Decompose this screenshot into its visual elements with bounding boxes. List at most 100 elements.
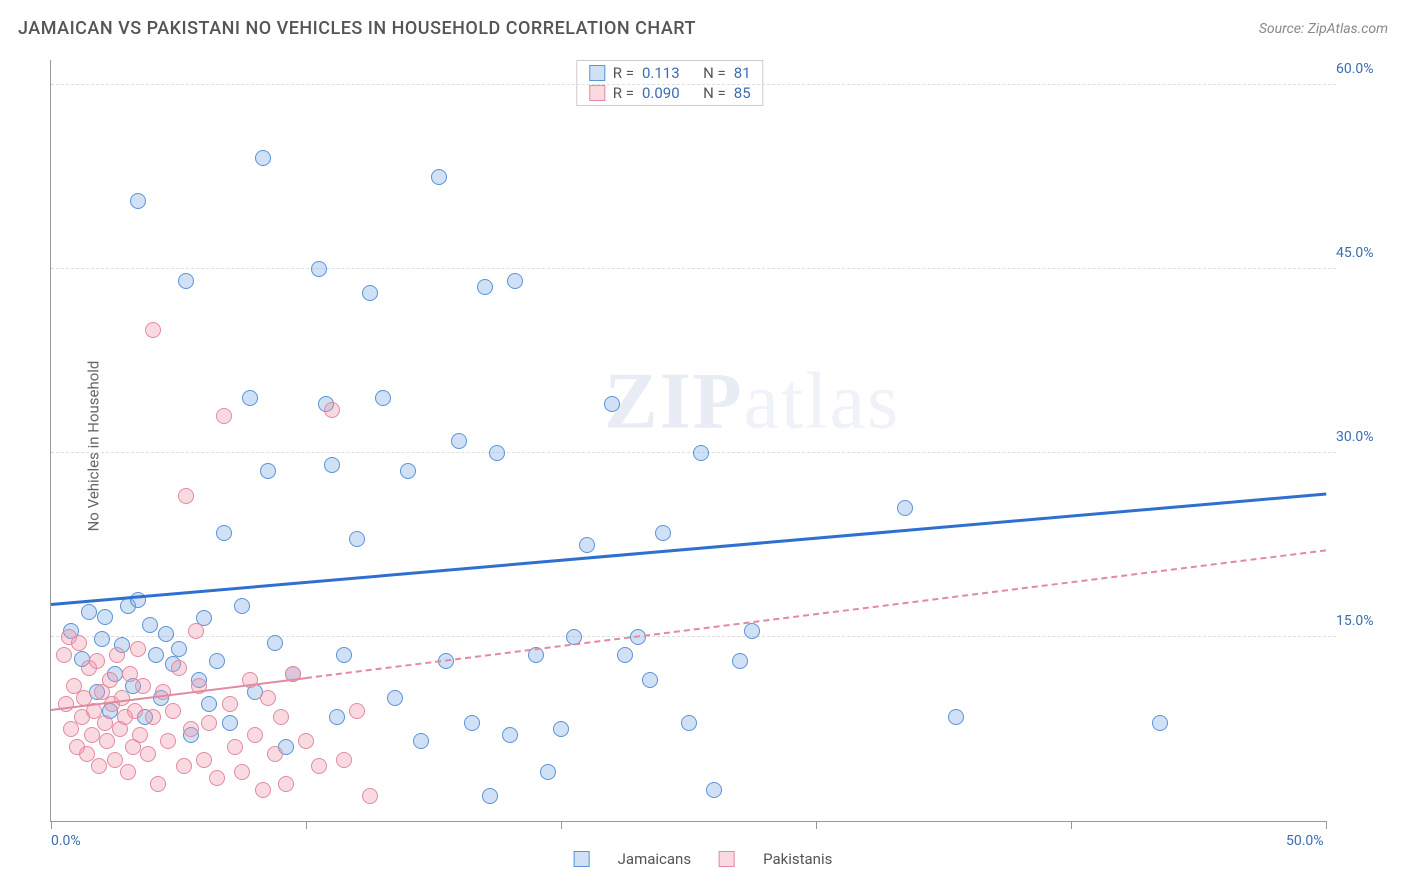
data-point bbox=[234, 598, 250, 614]
data-point bbox=[127, 703, 143, 719]
stat-n-label: N = bbox=[703, 84, 726, 102]
data-point bbox=[132, 727, 148, 743]
legend-label-2: Pakistanis bbox=[763, 850, 832, 868]
data-point bbox=[617, 647, 633, 663]
trend-line bbox=[51, 493, 1326, 606]
data-point bbox=[171, 641, 187, 657]
data-point bbox=[201, 715, 217, 731]
data-point bbox=[120, 764, 136, 780]
data-point bbox=[387, 690, 403, 706]
x-tick-label: 0.0% bbox=[51, 833, 81, 849]
data-point bbox=[413, 733, 429, 749]
data-point bbox=[99, 733, 115, 749]
data-point bbox=[897, 500, 913, 516]
stats-row-1: R = 0.113 N = 81 bbox=[577, 63, 763, 83]
watermark-bold: ZIP bbox=[604, 358, 743, 446]
data-point bbox=[234, 764, 250, 780]
data-point bbox=[145, 709, 161, 725]
data-point bbox=[216, 525, 232, 541]
data-point bbox=[79, 746, 95, 762]
stat-r-label: R = bbox=[613, 64, 634, 82]
x-tick bbox=[1071, 821, 1072, 829]
watermark-light: atlas bbox=[744, 358, 901, 446]
legend-label-1: Jamaicans bbox=[618, 850, 691, 868]
data-point bbox=[91, 758, 107, 774]
x-tick bbox=[51, 821, 52, 829]
data-point bbox=[165, 703, 181, 719]
data-point bbox=[122, 666, 138, 682]
data-point bbox=[176, 758, 192, 774]
data-point bbox=[693, 445, 709, 461]
data-point bbox=[604, 396, 620, 412]
data-point bbox=[158, 626, 174, 642]
data-point bbox=[209, 770, 225, 786]
x-tick bbox=[561, 821, 562, 829]
data-point bbox=[489, 445, 505, 461]
data-point bbox=[140, 746, 156, 762]
data-point bbox=[362, 285, 378, 301]
data-point bbox=[732, 653, 748, 669]
stat-n-label: N = bbox=[703, 64, 726, 82]
data-point bbox=[681, 715, 697, 731]
data-point bbox=[247, 727, 263, 743]
data-point bbox=[324, 457, 340, 473]
x-tick bbox=[816, 821, 817, 829]
data-point bbox=[183, 721, 199, 737]
x-tick bbox=[1326, 821, 1327, 829]
data-point bbox=[336, 752, 352, 768]
data-point bbox=[362, 788, 378, 804]
plot-area: ZIPatlas R = 0.113 N = 81 R = 0.090 N = … bbox=[50, 60, 1326, 822]
data-point bbox=[329, 709, 345, 725]
data-point bbox=[216, 408, 232, 424]
source-attribution: Source: ZipAtlas.com bbox=[1259, 21, 1388, 37]
data-point bbox=[94, 631, 110, 647]
data-point bbox=[579, 537, 595, 553]
data-point bbox=[267, 635, 283, 651]
bottom-legend: Jamaicans Pakistanis bbox=[574, 850, 833, 868]
chart-title: JAMAICAN VS PAKISTANI NO VEHICLES IN HOU… bbox=[18, 18, 696, 39]
data-point bbox=[260, 463, 276, 479]
y-tick-label: 45.0% bbox=[1336, 245, 1396, 261]
data-point bbox=[502, 727, 518, 743]
data-point bbox=[431, 169, 447, 185]
y-tick-label: 60.0% bbox=[1336, 61, 1396, 77]
data-point bbox=[227, 739, 243, 755]
legend-swatch-2 bbox=[719, 851, 735, 867]
data-point bbox=[196, 752, 212, 768]
gridline bbox=[51, 84, 1336, 85]
data-point bbox=[1152, 715, 1168, 731]
legend-swatch-1 bbox=[574, 851, 590, 867]
data-point bbox=[201, 696, 217, 712]
data-point bbox=[135, 678, 151, 694]
data-point bbox=[107, 752, 123, 768]
data-point bbox=[222, 715, 238, 731]
data-point bbox=[160, 733, 176, 749]
data-point bbox=[349, 531, 365, 547]
data-point bbox=[109, 647, 125, 663]
data-point bbox=[188, 623, 204, 639]
data-point bbox=[84, 727, 100, 743]
data-point bbox=[148, 647, 164, 663]
data-point bbox=[150, 776, 166, 792]
data-point bbox=[178, 273, 194, 289]
data-point bbox=[267, 746, 283, 762]
data-point bbox=[477, 279, 493, 295]
data-point bbox=[255, 782, 271, 798]
y-tick-label: 30.0% bbox=[1336, 429, 1396, 445]
data-point bbox=[97, 609, 113, 625]
data-point bbox=[311, 261, 327, 277]
swatch-series-1 bbox=[589, 65, 605, 81]
data-point bbox=[145, 322, 161, 338]
data-point bbox=[655, 525, 671, 541]
data-point bbox=[56, 647, 72, 663]
stat-n-value-1: 81 bbox=[734, 64, 751, 82]
data-point bbox=[89, 653, 105, 669]
data-point bbox=[336, 647, 352, 663]
data-point bbox=[948, 709, 964, 725]
watermark: ZIPatlas bbox=[604, 357, 900, 448]
data-point bbox=[142, 617, 158, 633]
data-point bbox=[278, 776, 294, 792]
data-point bbox=[222, 696, 238, 712]
gridline bbox=[51, 636, 1336, 637]
stat-n-value-2: 85 bbox=[734, 84, 751, 102]
